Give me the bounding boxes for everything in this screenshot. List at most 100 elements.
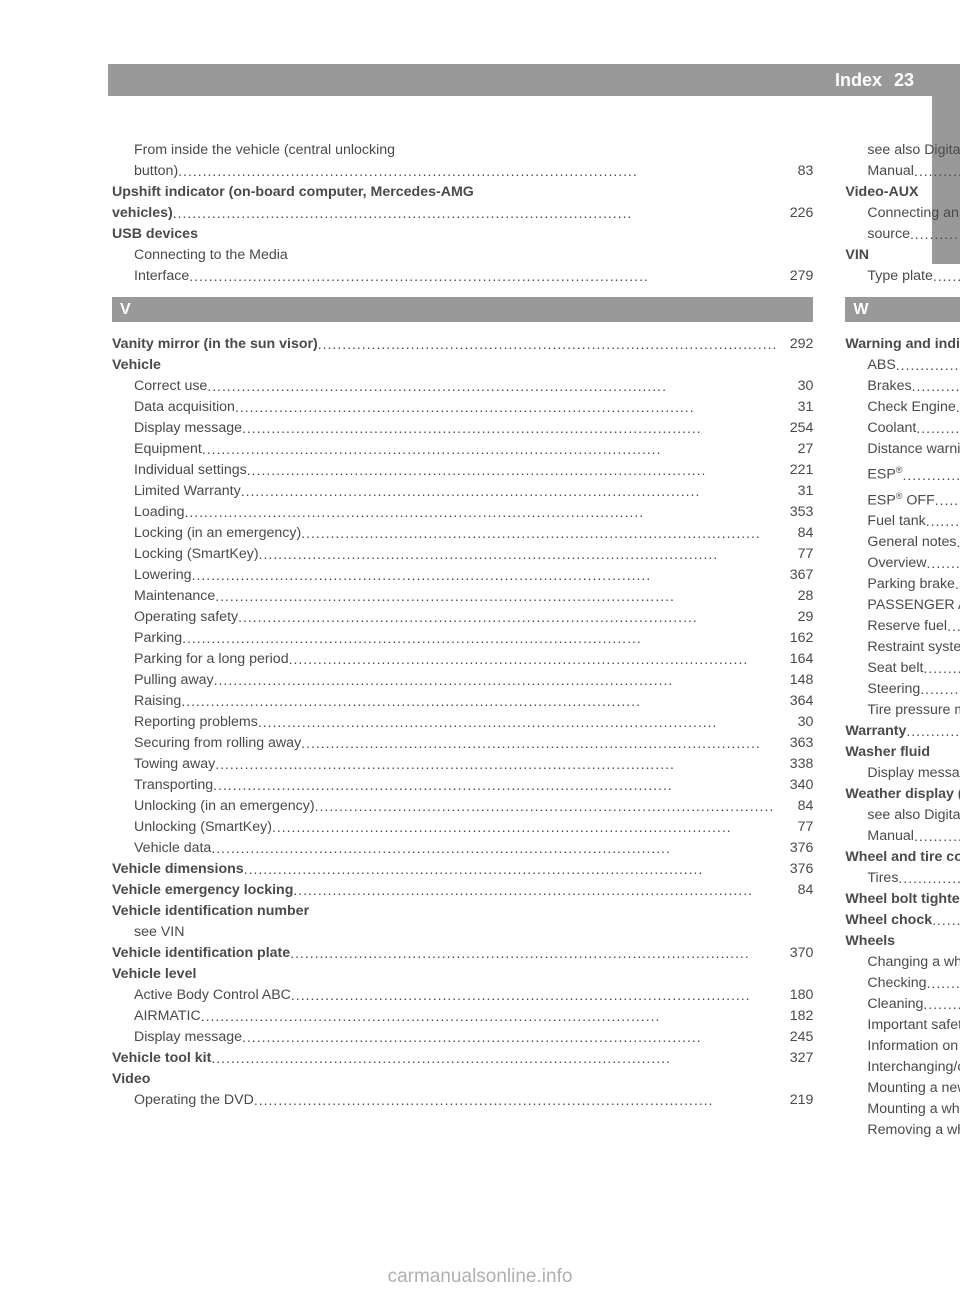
index-content: From inside the vehicle (central unlocki… [112, 140, 860, 1212]
index-entry-page: 29 [777, 607, 813, 628]
index-entry: Parking for a long period164 [112, 649, 813, 670]
leader-dots [247, 460, 778, 481]
index-entry: source279 [845, 224, 960, 245]
leader-dots [914, 161, 960, 182]
index-entry: Manual269 [845, 826, 960, 847]
leader-dots [933, 266, 960, 287]
leader-dots [192, 565, 778, 586]
index-entry: Cleaning322 [845, 994, 960, 1015]
index-entry-label: vehicles) [112, 203, 173, 224]
index-entry-label: Parking brake [867, 574, 955, 595]
index-entry: Brakes260 [845, 376, 960, 397]
leader-dots [927, 553, 960, 574]
index-entry-label: Parking for a long period [134, 649, 289, 670]
index-entry-label: Vehicle tool kit [112, 1048, 211, 1069]
leader-dots [201, 1006, 778, 1027]
leader-dots [211, 838, 777, 859]
index-entry-page: 77 [777, 544, 813, 565]
index-entry: Warranty27 [845, 721, 960, 742]
leader-dots [293, 880, 777, 901]
index-entry: Vanity mirror (in the sun visor)292 [112, 334, 813, 355]
index-entry-page: 31 [777, 397, 813, 418]
leader-dots [957, 532, 960, 553]
leader-dots [214, 670, 778, 691]
leader-dots [202, 439, 778, 460]
index-entry: Tires367 [845, 868, 960, 889]
index-section-w: W [845, 297, 960, 322]
index-entry-label: Data acquisition [134, 397, 235, 418]
leader-dots [290, 943, 777, 964]
index-entry-label: Operating the DVD [134, 1090, 254, 1111]
index-entry-page: 148 [777, 670, 813, 691]
index-entry-label: Manual [867, 826, 914, 847]
leader-dots [301, 523, 777, 544]
index-entry-page: 245 [777, 1027, 813, 1048]
index-heading: VIN [845, 245, 960, 266]
index-entry: Vehicle data376 [112, 838, 813, 859]
index-entry: Checking343 [845, 973, 960, 994]
index-entry-label: Warranty [845, 721, 906, 742]
index-entry-label: Correct use [134, 376, 207, 397]
leader-dots [213, 775, 777, 796]
index-entry-label: Vehicle data [134, 838, 211, 859]
index-heading: Warning and indicator lamps [845, 334, 960, 355]
page-header: Index 23 [108, 64, 932, 96]
index-entry-label: ESP® [867, 460, 902, 486]
index-entry-label: Distance warning [867, 439, 960, 460]
index-entry: ABS261 [845, 355, 960, 376]
index-heading: USB devices [112, 224, 813, 245]
index-entry-page: 30 [777, 376, 813, 397]
index-entry-label: Reserve fuel [867, 616, 947, 637]
index-entry: Connecting to the Media [112, 245, 813, 266]
leader-dots [254, 1090, 778, 1111]
index-entry-label: Individual settings [134, 460, 247, 481]
index-entry-page: 363 [777, 733, 813, 754]
index-entry: Display message254 [112, 418, 813, 439]
index-entry: Seat belt259 [845, 658, 960, 679]
leader-dots [241, 481, 778, 502]
index-entry-label: ESP® OFF [867, 486, 934, 512]
index-entry: Upshift indicator (on-board computer, Me… [112, 182, 813, 203]
index-entry-label: Mounting a wheel [867, 1099, 960, 1120]
leader-dots [189, 266, 777, 287]
index-entry: Fuel tank264 [845, 511, 960, 532]
index-entry: Important safety notes343 [845, 1015, 960, 1036]
index-entry: Vehicle dimensions376 [112, 859, 813, 880]
index-entry-page: 77 [777, 817, 813, 838]
index-entry-label: Restraint system [867, 637, 960, 658]
index-entry: From inside the vehicle (central unlocki… [112, 140, 813, 161]
leader-dots [242, 1027, 777, 1048]
index-entry-label: Information on driving [867, 1036, 960, 1057]
index-entry-label: Locking (SmartKey) [134, 544, 259, 565]
leader-dots [215, 754, 777, 775]
leader-dots [182, 628, 777, 649]
index-entry-label: Unlocking (SmartKey) [134, 817, 272, 838]
leader-dots [923, 994, 960, 1015]
index-entry-page: 376 [777, 859, 813, 880]
index-entry: Restraint system263 [845, 637, 960, 658]
index-entry: see also Digital Operator's [845, 805, 960, 826]
index-entry: Individual settings221 [112, 460, 813, 481]
index-entry-label: Display message [867, 763, 960, 784]
index-entry-label: Loading [134, 502, 185, 523]
index-entry: Interchanging/changing362 [845, 1057, 960, 1078]
index-entry-label: Removing a wheel [867, 1120, 960, 1141]
page-number: 23 [894, 70, 914, 91]
index-entry: Maintenance28 [112, 586, 813, 607]
index-entry-page: 364 [777, 691, 813, 712]
index-entry: Information on driving343 [845, 1036, 960, 1057]
index-column-right: see also Digital Operator'sManual269Vide… [845, 140, 960, 1212]
index-heading: Vehicle [112, 355, 813, 376]
index-entry-label: Interface [134, 266, 189, 287]
index-entry-page: 83 [777, 161, 813, 182]
leader-dots [258, 712, 778, 733]
leader-dots [242, 418, 777, 439]
index-entry-page: 340 [777, 775, 813, 796]
index-heading: Weather display (COMAND) [845, 784, 960, 805]
index-entry-label: Interchanging/changing [867, 1057, 960, 1078]
index-entry: Parking brake263 [845, 574, 960, 595]
index-entry: Wheel bolt tightening torque367 [845, 889, 960, 910]
leader-dots [920, 679, 960, 700]
index-entry: Towing away338 [112, 754, 813, 775]
index-entry-label: Tires [867, 868, 898, 889]
